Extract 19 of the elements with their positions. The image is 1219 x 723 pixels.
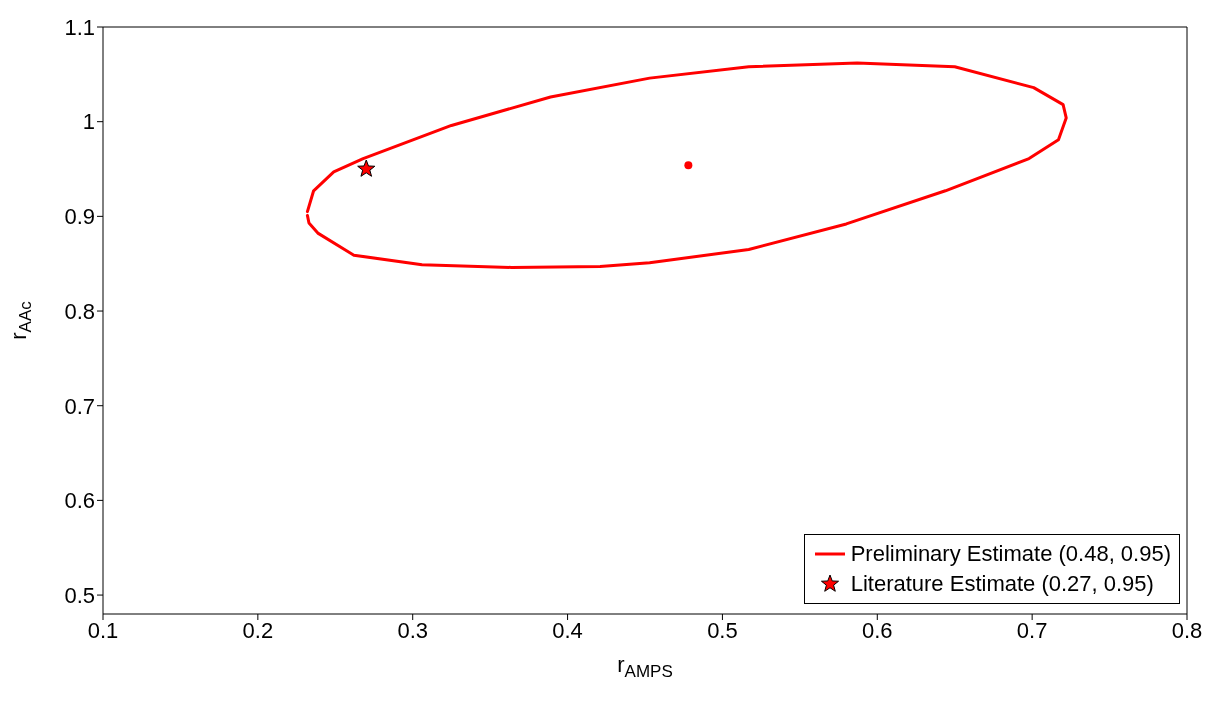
- y-tick-label: 0.7: [64, 393, 95, 419]
- x-tick-label: 0.1: [87, 617, 119, 643]
- y-tick-label: 1.1: [64, 14, 95, 40]
- x-tick-label: 0.7: [1016, 617, 1048, 643]
- y-tick-label: 0.5: [64, 582, 95, 608]
- x-tick-label: 0.3: [397, 617, 429, 643]
- y-tick-label: 0.8: [64, 298, 95, 324]
- x-tick-label: 0.8: [1171, 617, 1203, 643]
- x-axis-title: r$_{AMPS}$: [617, 652, 673, 682]
- x-tick-label: 0.2: [242, 617, 274, 643]
- line-series: [305, 61, 1068, 269]
- y-tick-label: 0.6: [64, 488, 95, 514]
- x-tick-label: 0.4: [552, 617, 583, 643]
- x-tick-label: 0.5: [707, 617, 738, 643]
- y-tick-label: 0.9: [64, 204, 95, 230]
- legend-label: Preliminary Estimate (0.48, 0.95): [850, 540, 1171, 568]
- y-tick-label: 1: [82, 109, 95, 135]
- legend-label: Literature Estimate (0.27, 0.95): [850, 570, 1154, 598]
- x-tick-label: 0.6: [861, 617, 893, 643]
